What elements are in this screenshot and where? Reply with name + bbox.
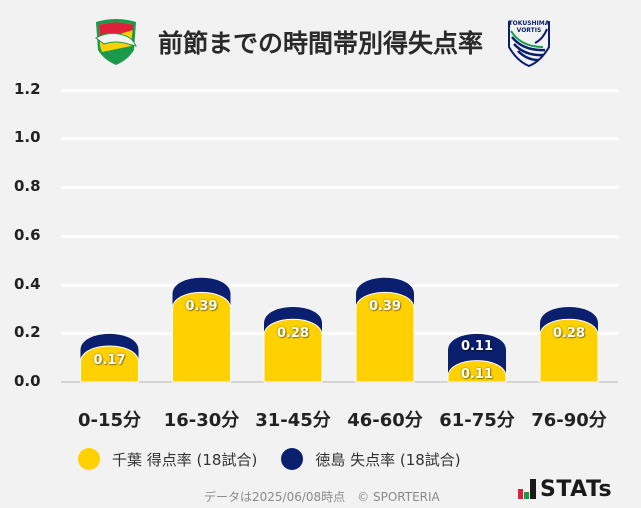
bar-value-label: 0.17 [93,352,126,368]
x-tick-label: 16-30分 [163,410,240,431]
bar-value-label: 0.28 [276,325,310,341]
bar-value-label: 0.28 [552,325,586,341]
jef-united-crest-icon [95,19,137,65]
legend-label-home: 千葉 得点率 (18試合) [112,450,258,469]
gridline [61,186,618,189]
gridline [61,137,618,141]
y-tick-label: 0.8 [14,177,41,195]
bar-value-label: 0.11 [460,339,494,355]
chart-plot-area: 0.0 0.2 0.4 0.6 0.8 1.0 1.2 0.17 0.39 0.28 0.39 0.… [14,79,618,431]
gridline [61,234,618,238]
x-tick-label: 76-90分 [531,410,607,431]
x-tick-label: 31-45分 [255,410,331,431]
x-tick-label: 46-60分 [347,410,423,431]
y-tick-label: 0.4 [14,274,41,293]
bar-home-segment [447,360,507,383]
tokushima-vortis-crest-icon: TOKUSHIMA VORTIS [508,20,550,67]
stats-brand-logo: STATs [518,476,613,502]
svg-text:TOKUSHIMA: TOKUSHIMA [509,20,550,27]
bar-home-segment [539,318,599,383]
data-source-note: データは2025/06/08時点 © SPORTERIA [204,490,440,504]
gridline [61,88,618,92]
stats-bars-icon [518,479,536,499]
bar-home-segment [355,292,415,383]
bar-home-segment [263,318,323,383]
y-tick-label: 0.6 [14,225,41,244]
x-axis-baseline [61,381,618,383]
stats-brand-text: STATs [540,476,613,502]
legend-item-away: 徳島 失点率 (18試合) [281,448,461,470]
y-tick-label: 0.2 [14,323,41,342]
x-tick-label: 0-15分 [77,410,142,431]
y-tick-label: 1.0 [14,128,41,147]
svg-text:VORTIS: VORTIS [517,27,542,34]
y-tick-label: 0.0 [14,372,41,390]
legend: 千葉 得点率 (18試合) 徳島 失点率 (18試合) [78,446,485,472]
chart-title: 前節までの時間帯別得失点率 [158,29,484,58]
legend-swatch-away-icon [281,448,304,470]
bar-home-segment [80,345,139,383]
bar-value-label: 0.39 [185,298,218,314]
bar-value-label: 0.39 [368,298,402,314]
chart-header: 前節までの時間帯別得失点率 TOKUSHIMA VORTIS [0,0,641,80]
gridline [61,332,618,336]
legend-label-away: 徳島 失点率 (18試合) [315,450,461,469]
y-tick-label: 1.2 [14,79,41,98]
bars [80,277,599,383]
legend-item-home: 千葉 得点率 (18試合) [78,448,257,470]
bar-home-segment [172,292,231,383]
x-tick-label: 61-75分 [439,410,515,431]
gridline [61,283,618,287]
bar-value-label: 0.11 [460,367,494,383]
legend-swatch-home-icon [78,448,100,470]
